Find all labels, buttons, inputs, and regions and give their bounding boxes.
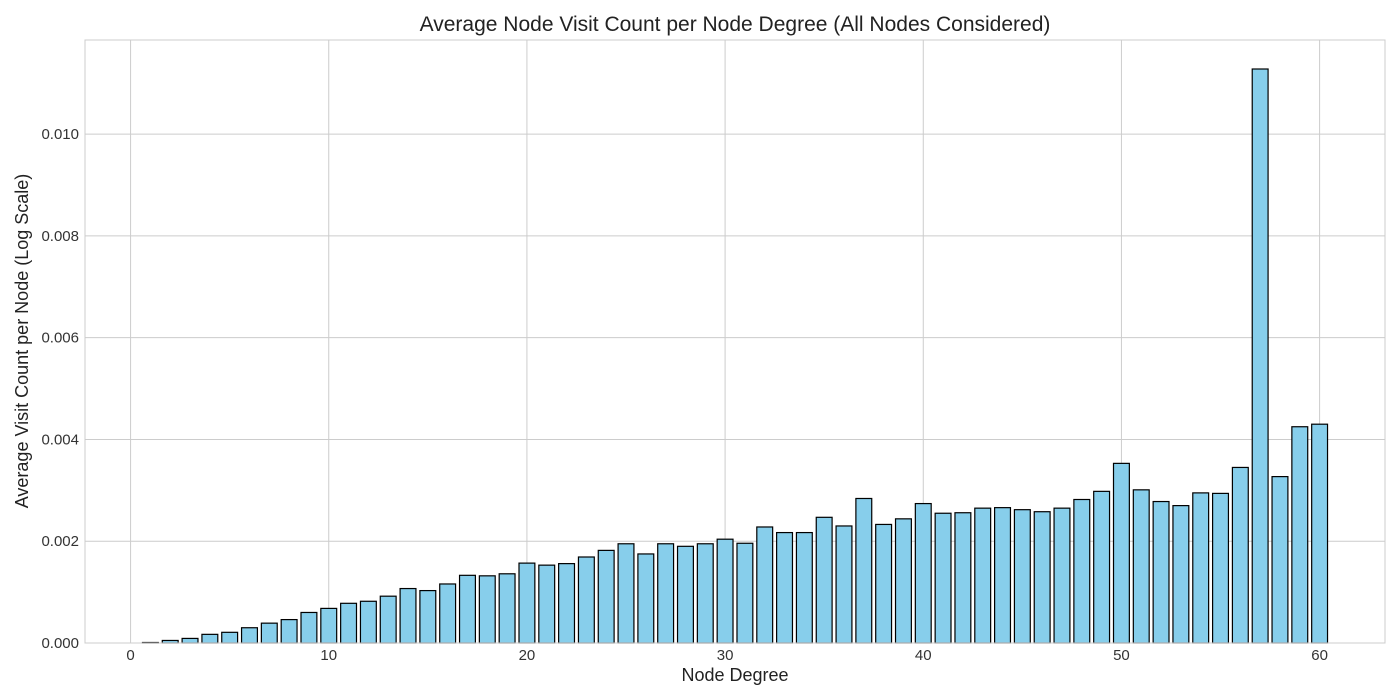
bar-degree-11 [340, 602, 358, 644]
x-tick-labels: 0 10 20 30 40 50 60 [126, 647, 1328, 664]
bar-degree-37 [855, 497, 873, 644]
plot-frame [84, 39, 1386, 644]
bar-degree-35 [815, 516, 833, 644]
bar-degree-38 [875, 523, 893, 644]
bar-degree-13 [379, 595, 397, 644]
y-axis-label: Average Visit Count per Node (Log Scale) [12, 174, 32, 509]
bar-degree-34 [795, 531, 813, 644]
bars [141, 68, 1329, 644]
bar-degree-43 [974, 507, 992, 644]
bar-degree-14 [399, 587, 417, 644]
x-tick-label: 20 [519, 647, 536, 664]
bar-degree-24 [597, 549, 615, 644]
bar-degree-40 [914, 502, 932, 644]
bar-degree-17 [458, 574, 476, 644]
plot-area [85, 40, 1385, 643]
bar-degree-42 [954, 512, 972, 644]
y-tick-label: 0.004 [41, 431, 79, 448]
grid-lines [85, 40, 1385, 644]
bar-degree-26 [637, 553, 655, 644]
bar-degree-4 [201, 633, 219, 644]
bar-degree-46 [1033, 511, 1051, 644]
x-tick-label: 60 [1311, 647, 1328, 664]
y-tick-label: 0.010 [41, 126, 79, 143]
bar-degree-31 [736, 542, 754, 644]
bar-degree-25 [617, 543, 635, 644]
y-tick-label: 0.002 [41, 533, 79, 550]
bar-degree-12 [359, 600, 377, 644]
bar-degree-57 [1251, 68, 1269, 644]
bar-degree-8 [280, 618, 298, 644]
x-tick-label: 30 [717, 647, 734, 664]
bar-degree-39 [894, 518, 912, 644]
x-axis-label: Node Degree [681, 665, 788, 685]
y-tick-labels: 0.000 0.002 0.004 0.006 0.008 0.010 [41, 126, 79, 652]
bar-degree-16 [439, 583, 457, 644]
bar-degree-47 [1053, 507, 1071, 644]
bar-degree-51 [1132, 489, 1150, 644]
bar-degree-52 [1152, 500, 1170, 644]
bar-degree-60 [1311, 423, 1329, 644]
bar-degree-21 [538, 564, 556, 644]
x-tick-label: 40 [915, 647, 932, 664]
x-tick-label: 0 [126, 647, 134, 664]
bar-degree-55 [1211, 492, 1230, 644]
bar-degree-56 [1231, 466, 1249, 644]
bar-degree-6 [240, 627, 259, 644]
y-tick-label: 0.006 [41, 330, 79, 347]
bar-degree-10 [320, 607, 338, 644]
bar-degree-50 [1112, 462, 1130, 644]
bar-degree-59 [1291, 426, 1309, 644]
bar-degree-30 [716, 538, 734, 644]
bar-degree-18 [478, 575, 496, 644]
bar-degree-49 [1093, 490, 1111, 644]
bar-degree-20 [518, 562, 536, 644]
chart-title: Average Node Visit Count per Node Degree… [420, 13, 1051, 36]
bar-degree-58 [1271, 476, 1289, 644]
bar-degree-28 [676, 545, 694, 644]
bar-degree-33 [776, 531, 794, 644]
y-tick-label: 0.000 [41, 635, 79, 652]
bar-degree-9 [300, 611, 318, 644]
bar-degree-53 [1172, 505, 1190, 644]
bar-degree-15 [419, 589, 437, 644]
bar-degree-22 [558, 563, 576, 644]
x-tick-label: 10 [320, 647, 337, 664]
bar-degree-32 [756, 526, 774, 644]
bar-degree-23 [577, 556, 595, 644]
bar-degree-44 [994, 507, 1012, 644]
bar-degree-41 [934, 512, 952, 644]
y-tick-label: 0.008 [41, 228, 79, 245]
bar-degree-36 [835, 525, 853, 644]
bar-degree-19 [498, 573, 516, 644]
x-tick-label: 50 [1113, 647, 1130, 664]
bar-degree-5 [221, 631, 239, 644]
bar-degree-45 [1013, 509, 1031, 644]
bar-degree-27 [657, 543, 675, 644]
bar-degree-3 [181, 637, 199, 644]
bar-degree-54 [1192, 492, 1210, 644]
bar-degree-7 [260, 622, 278, 644]
bar-degree-29 [696, 543, 714, 644]
bar-degree-48 [1073, 498, 1091, 644]
